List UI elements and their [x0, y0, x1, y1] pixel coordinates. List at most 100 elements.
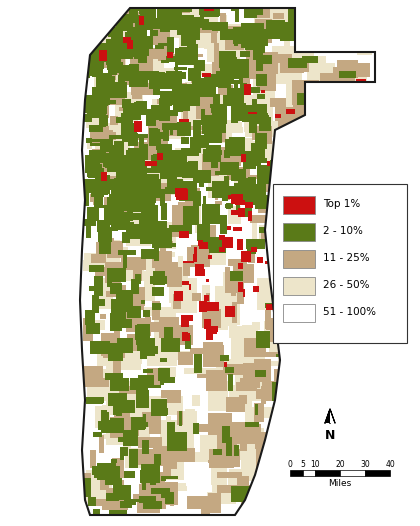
Bar — [133, 12, 142, 34]
Bar — [160, 390, 169, 398]
Bar — [108, 510, 126, 515]
Bar — [204, 149, 236, 169]
Bar — [150, 474, 156, 485]
Bar — [362, 439, 382, 459]
Bar — [154, 312, 176, 343]
Bar — [212, 482, 218, 497]
Bar — [125, 52, 131, 56]
Bar — [195, 203, 201, 233]
Bar — [102, 21, 105, 32]
Bar — [194, 355, 202, 373]
Bar — [133, 259, 142, 281]
Bar — [242, 509, 264, 512]
Bar — [186, 103, 209, 128]
Bar — [276, 230, 282, 237]
Bar — [165, 73, 172, 80]
Bar — [161, 491, 165, 498]
Bar — [245, 409, 255, 434]
Bar — [254, 14, 276, 34]
Bar — [348, 198, 359, 214]
Bar — [130, 0, 142, 16]
Bar — [331, 225, 339, 238]
Bar — [170, 15, 180, 29]
Bar — [151, 105, 159, 120]
Bar — [160, 90, 172, 106]
Bar — [136, 174, 155, 187]
Bar — [186, 6, 205, 31]
Bar — [137, 184, 152, 192]
Bar — [119, 41, 125, 49]
Bar — [152, 301, 160, 320]
Bar — [354, 181, 388, 212]
Bar — [324, 117, 342, 125]
Bar — [179, 18, 212, 48]
Bar — [133, 161, 146, 169]
Bar — [168, 332, 188, 338]
Bar — [181, 137, 189, 144]
Bar — [108, 343, 123, 361]
Bar — [153, 78, 160, 95]
Bar — [323, 272, 328, 282]
Bar — [224, 362, 227, 367]
Bar — [227, 189, 230, 200]
Bar — [355, 351, 361, 361]
Bar — [243, 157, 256, 169]
Bar — [98, 421, 116, 430]
Bar — [110, 216, 125, 219]
Bar — [168, 225, 187, 232]
Bar — [244, 98, 273, 132]
Bar — [150, 72, 165, 89]
Bar — [303, 207, 314, 239]
Bar — [188, 160, 199, 171]
Bar — [82, 473, 91, 491]
Bar — [181, 92, 200, 123]
Bar — [273, 63, 278, 76]
Bar — [103, 110, 106, 127]
Bar — [265, 168, 277, 192]
Bar — [267, 161, 270, 166]
Bar — [196, 97, 218, 119]
Bar — [161, 476, 166, 481]
Bar — [328, 120, 333, 136]
Bar — [148, 67, 178, 83]
Bar — [148, 221, 167, 229]
Bar — [225, 367, 234, 373]
Bar — [132, 94, 142, 99]
Bar — [89, 168, 104, 178]
Bar — [207, 42, 240, 62]
Bar — [294, 324, 302, 336]
Bar — [128, 134, 138, 146]
Bar — [89, 125, 103, 132]
Bar — [255, 104, 267, 122]
Bar — [356, 186, 359, 191]
Bar — [212, 181, 228, 198]
Bar — [163, 124, 185, 139]
Bar — [344, 249, 362, 264]
Bar — [192, 294, 201, 300]
Bar — [96, 73, 112, 92]
Bar — [121, 204, 139, 207]
Bar — [313, 490, 320, 499]
Bar — [301, 388, 313, 409]
Bar — [157, 99, 167, 104]
Bar — [140, 5, 147, 25]
Bar — [255, 19, 272, 43]
Bar — [234, 175, 243, 204]
Bar — [312, 368, 318, 381]
Bar — [110, 418, 123, 433]
Bar — [359, 250, 372, 266]
FancyBboxPatch shape — [273, 184, 407, 343]
Bar — [193, 422, 199, 434]
Bar — [204, 16, 218, 49]
Bar — [143, 145, 148, 160]
Bar — [227, 167, 249, 180]
Bar — [116, 401, 122, 416]
Bar — [249, 57, 261, 75]
Bar — [160, 165, 176, 179]
Bar — [113, 355, 121, 374]
Bar — [340, 448, 367, 482]
Bar — [210, 458, 228, 485]
Bar — [247, 195, 252, 213]
Bar — [318, 141, 326, 152]
Bar — [342, 479, 351, 507]
